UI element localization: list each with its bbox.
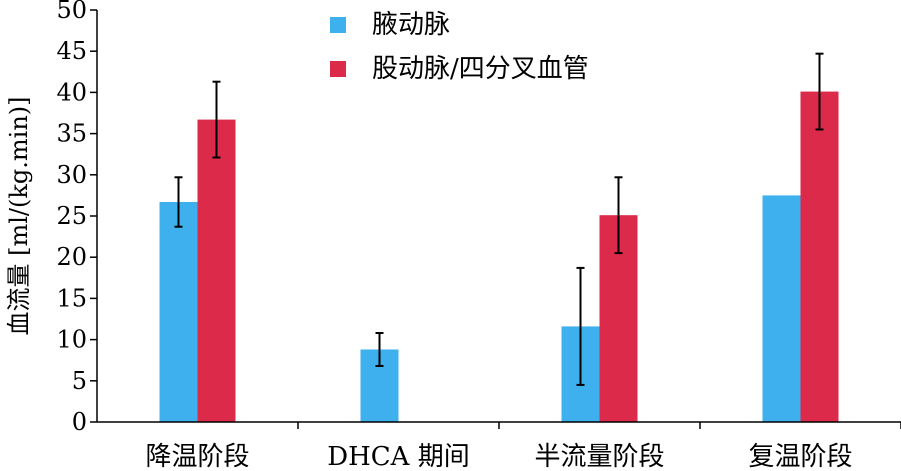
x-tick-label-2: DHCA 期间	[327, 442, 469, 471]
y-tick-label-20: 20	[56, 243, 87, 271]
y-tick-label-10: 10	[56, 326, 87, 354]
y-tick-label-45: 45	[56, 37, 87, 65]
legend-label-1: 腋动脉	[372, 10, 450, 40]
bars-layer	[159, 91, 839, 423]
legend-swatch-1	[330, 17, 346, 33]
bar-series2-cat1	[197, 119, 236, 422]
ticks-layer: 0 5 10 15 20 25 30 35 40 45 50 降温阶段 DHCA 期间 半流量阶段 复温阶段	[56, 0, 901, 471]
x-tick-label-3: 半流量阶段	[534, 442, 664, 471]
y-tick-label-40: 40	[56, 78, 87, 106]
x-tick-label-1: 降温阶段	[145, 442, 249, 471]
legend-swatch-2	[330, 61, 346, 77]
error-bars-layer	[174, 52, 824, 386]
x-tick-label-4: 复温阶段	[748, 442, 852, 471]
y-tick-label-15: 15	[56, 284, 87, 312]
y-tick-label-5: 5	[72, 367, 87, 395]
bar-series1-cat1	[159, 201, 198, 422]
y-tick-label-50: 50	[56, 0, 87, 24]
y-tick-label-35: 35	[56, 120, 87, 148]
bar-series1-cat4	[762, 195, 801, 422]
bar-series2-cat4	[800, 91, 839, 423]
y-axis-label: 血流量 [ml/(kg.min)]	[5, 96, 33, 335]
legend-label-2: 股动脉/四分叉血管	[372, 54, 589, 84]
y-tick-label-30: 30	[56, 161, 87, 189]
y-tick-label-25: 25	[56, 202, 87, 230]
y-tick-label-0: 0	[72, 408, 87, 436]
